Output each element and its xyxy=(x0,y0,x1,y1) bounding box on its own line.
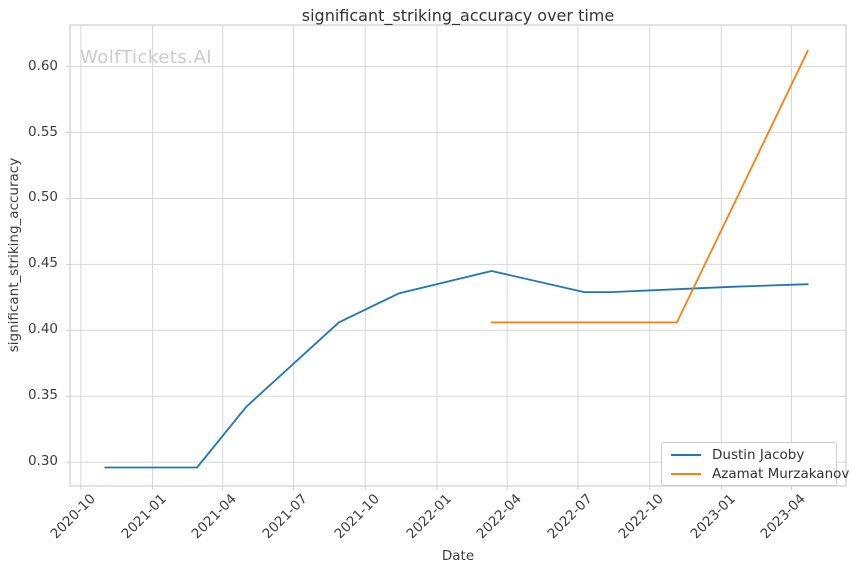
legend: Dustin Jacoby Azamat Murzakanov xyxy=(661,442,849,486)
y-tick-label: 0.35 xyxy=(27,387,58,404)
y-tick-label: 0.55 xyxy=(27,123,58,140)
legend-line-swatch xyxy=(671,453,701,456)
legend-item: Dustin Jacoby xyxy=(671,445,830,464)
x-axis-label: Date xyxy=(441,548,475,564)
y-tick-label: 0.40 xyxy=(27,321,58,338)
y-axis-label: significant_striking_accuracy xyxy=(6,157,22,353)
series-line xyxy=(104,270,809,469)
legend-item: Azamat Murzakanov xyxy=(671,464,849,483)
series-line xyxy=(490,49,809,324)
y-tick-label: 0.50 xyxy=(27,189,58,206)
y-tick-label: 0.60 xyxy=(27,57,58,74)
y-tick-label: 0.45 xyxy=(27,255,58,272)
legend-label: Dustin Jacoby xyxy=(712,446,805,463)
legend-label: Azamat Murzakanov xyxy=(712,465,850,482)
legend-line-swatch xyxy=(671,472,701,475)
watermark: WolfTickets.AI xyxy=(80,47,213,68)
chart-title: significant_striking_accuracy over time xyxy=(301,6,615,25)
plot-border xyxy=(69,24,847,487)
y-tick-label: 0.30 xyxy=(27,453,58,470)
